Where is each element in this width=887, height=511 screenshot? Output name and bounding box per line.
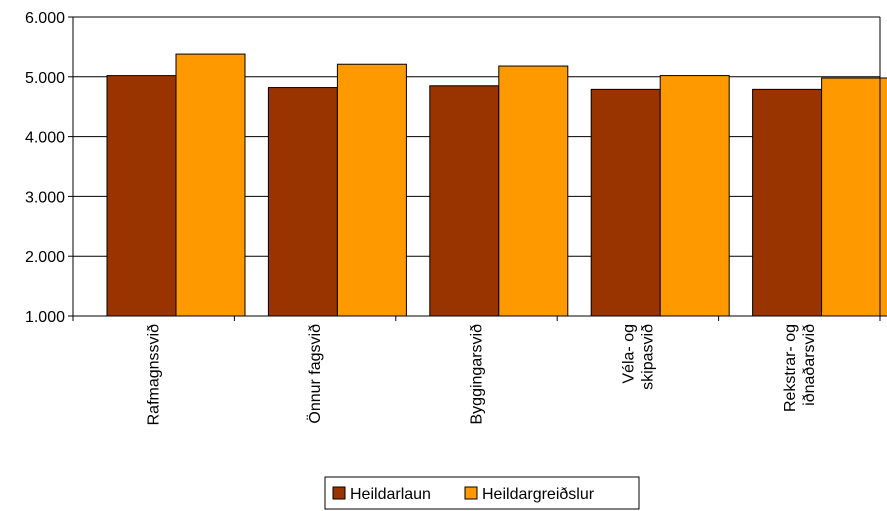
x-axis-labels: Rafmagnssvið Önnur fagsvið Byggingarsvið Vé… — [146, 324, 818, 425]
bar-heildargreidslur — [175, 53, 246, 317]
bar-heildarlaun — [106, 75, 177, 317]
bar-heildarlaun — [429, 85, 500, 317]
bar-heildarlaun — [752, 88, 823, 317]
legend-swatch — [464, 486, 478, 500]
legend-swatch — [332, 486, 346, 500]
legend-label: Heildargreiðslur — [482, 486, 595, 503]
y-axis-ticks: 1.000 2.000 3.000 4.000 5.000 6.000 — [25, 10, 73, 326]
y-tick-label: 3.000 — [25, 189, 65, 206]
y-tick-label: 6.000 — [25, 10, 65, 27]
legend-label: Heildarlaun — [350, 486, 431, 503]
y-tick-label: 4.000 — [25, 130, 65, 147]
legend: Heildarlaun Heildargreiðslur — [324, 476, 640, 510]
bar-heildargreidslur — [336, 63, 407, 317]
bars — [106, 53, 887, 317]
axes — [72, 16, 881, 321]
x-category-label: Rafmagnssvið — [146, 324, 163, 425]
x-category-label: Önnur fagsvið — [306, 324, 324, 424]
x-category-label: Byggingarsvið — [469, 324, 486, 425]
bar-heildarlaun — [267, 87, 338, 317]
y-tick-label: 1.000 — [25, 309, 65, 326]
bar-heildarlaun — [590, 88, 661, 317]
x-category-label: Rekstrar- og iðnaðarsvið — [782, 324, 818, 412]
bar-heildargreidslur — [821, 77, 887, 317]
bar-heildargreidslur — [498, 65, 569, 317]
bar-heildargreidslur — [659, 75, 730, 317]
y-tick-label: 2.000 — [25, 249, 65, 266]
legend-box — [324, 476, 640, 510]
x-category-label: Véla- og skipasvið — [620, 324, 656, 390]
y-tick-label: 5.000 — [25, 70, 65, 87]
